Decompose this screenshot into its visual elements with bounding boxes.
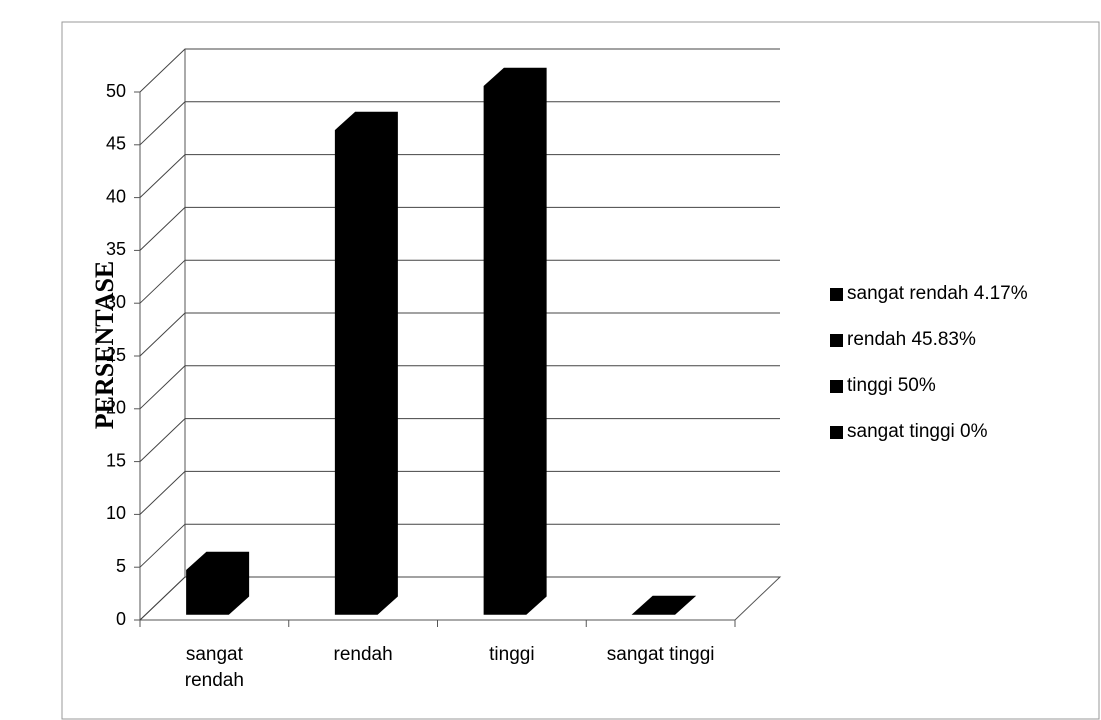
y-tick-label: 30 <box>106 292 126 312</box>
grid-line <box>139 259 780 304</box>
legend-label: tinggi 50% <box>847 375 936 396</box>
bar <box>483 67 547 615</box>
legend-swatch <box>830 333 843 347</box>
x-tick-label: rendah <box>333 644 393 665</box>
y-axis-label: PERSENTASE <box>90 260 119 430</box>
grid-line <box>139 154 780 198</box>
y-tick-label: 5 <box>116 556 126 576</box>
x-tick-label: tinggi <box>489 644 535 665</box>
y-tick-label: 40 <box>106 186 126 206</box>
y-tick-label: 50 <box>106 81 126 101</box>
legend-entry: sangat rendah 4.17% <box>830 283 1028 305</box>
bar <box>631 595 697 615</box>
grid-line <box>139 470 780 515</box>
grid-line <box>139 365 780 410</box>
legend-label: sangat tinggi 0% <box>847 421 988 442</box>
grid-line <box>139 48 780 93</box>
legend-label: rendah 45.83% <box>847 329 976 350</box>
x-tick-label: sangat tinggi <box>606 644 715 665</box>
x-tick-label: sangat rendah <box>184 644 244 691</box>
grid-line <box>139 312 780 357</box>
frame <box>61 21 1100 720</box>
legend-swatch <box>830 287 843 301</box>
legend-swatch <box>830 425 843 439</box>
grid-line <box>139 101 780 146</box>
legend-swatch <box>830 379 843 393</box>
y-tick-label: 35 <box>106 239 126 259</box>
grid-line <box>139 523 780 568</box>
grid-line <box>139 418 780 462</box>
y-tick-label: 45 <box>106 134 126 154</box>
legend-entry: rendah 45.83% <box>830 329 976 351</box>
y-tick-label: 10 <box>106 503 126 523</box>
bar <box>334 111 398 615</box>
y-tick-label: 0 <box>116 609 126 629</box>
y-tick-label: 20 <box>106 398 126 418</box>
legend-entry: tinggi 50% <box>830 375 936 397</box>
grid-line <box>139 576 780 621</box>
y-tick-label: 25 <box>106 345 126 365</box>
legend-entry: sangat tinggi 0% <box>830 421 988 443</box>
y-tick-label: 15 <box>106 450 126 470</box>
legend-label: sangat rendah 4.17% <box>847 283 1028 304</box>
grid-line <box>139 206 780 251</box>
bar <box>186 551 250 615</box>
